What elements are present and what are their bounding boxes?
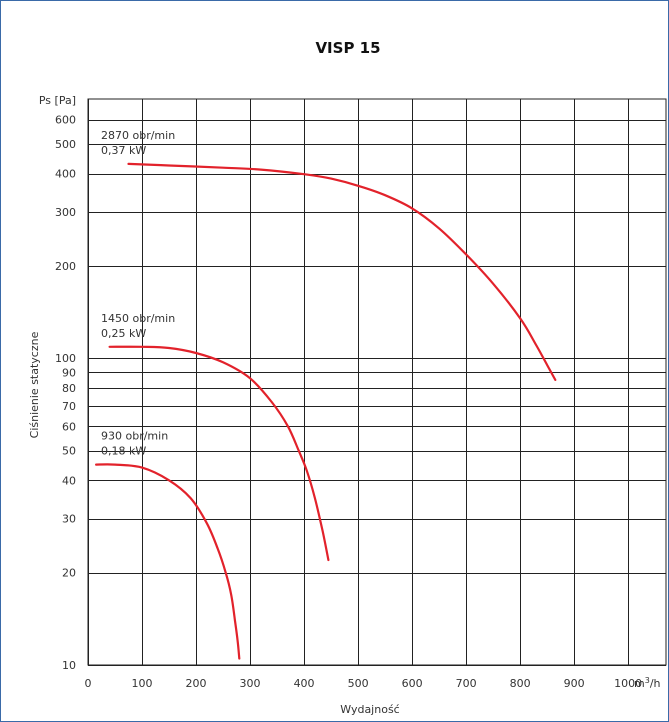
y-tick-label-1: 20	[62, 567, 76, 580]
x-tick-labels: 0 100 200 300 400 500 600 700 800 900 1000	[85, 677, 643, 690]
series-line-2	[95, 463, 241, 660]
y-tick-label-8: 90	[62, 366, 76, 379]
y-unit-label: Ps [Pa]	[39, 94, 76, 107]
curves	[95, 162, 557, 660]
y-tick-label-3: 40	[62, 474, 76, 487]
grid	[87, 98, 667, 666]
series-line-1	[108, 345, 330, 562]
x-tick-label-5: 500	[348, 677, 369, 690]
plot-border	[87, 98, 667, 666]
x-unit-label: m3/h	[634, 676, 661, 691]
x-tick-label-8: 800	[510, 677, 531, 690]
x-tick-label-3: 300	[240, 677, 261, 690]
y-tick-label-4: 50	[62, 445, 76, 458]
series-annotation-2-line-0: 930 obr/min	[101, 430, 168, 443]
series-annotation-1-line-0: 1450 obr/min	[101, 312, 175, 325]
y-axis-title: Ciśnienie statyczne	[28, 331, 41, 438]
y-tick-label-5: 60	[62, 420, 76, 433]
x-tick-label-7: 700	[456, 677, 477, 690]
y-tick-label-12: 400	[55, 168, 76, 181]
x-tick-label-2: 200	[186, 677, 207, 690]
series-annotation-0-line-0: 2870 obr/min	[101, 129, 175, 142]
x-tick-label-0: 0	[85, 677, 92, 690]
x-tick-label-10: 1000	[614, 677, 642, 690]
y-tick-label-9: 100	[55, 352, 76, 365]
y-tick-label-0: 10	[62, 659, 76, 672]
x-axis-title: Wydajność	[340, 703, 399, 716]
chart-title: VISP 15	[315, 39, 380, 57]
x-tick-label-9: 900	[564, 677, 585, 690]
y-tick-label-13: 500	[55, 138, 76, 151]
series-annotation-2-line-1: 0,18 kW	[101, 445, 146, 458]
annotations: 2870 obr/min 0,37 kW 1450 obr/min 0,25 kW 93…	[101, 129, 175, 458]
y-tick-label-11: 300	[55, 206, 76, 219]
x-tick-label-1: 100	[132, 677, 153, 690]
y-tick-label-10: 200	[55, 260, 76, 273]
y-tick-label-2: 30	[62, 513, 76, 526]
y-tick-label-14: 600	[55, 114, 76, 127]
series-line-0	[127, 162, 557, 381]
x-tick-label-4: 400	[294, 677, 315, 690]
x-tick-label-6: 600	[402, 677, 423, 690]
y-tick-label-7: 80	[62, 382, 76, 395]
series-annotation-0-line-1: 0,37 kW	[101, 144, 146, 157]
y-tick-label-6: 70	[62, 400, 76, 413]
series-annotation-1-line-1: 0,25 kW	[101, 327, 146, 340]
